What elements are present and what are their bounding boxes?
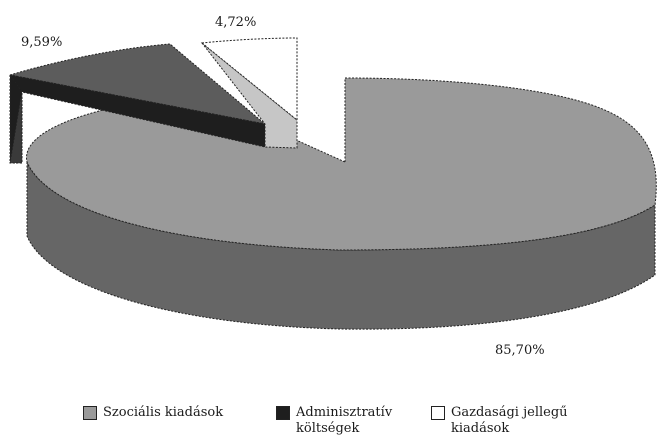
legend-item-gazdasagi: Gazdasági jellegű kiadások — [431, 405, 568, 437]
legend-swatch-adminisztrativ — [276, 406, 290, 420]
label-szocialis: 85,70% — [495, 343, 545, 358]
legend-swatch-gazdasagi — [431, 406, 445, 420]
slice-gazdasagi-side — [201, 42, 298, 149]
legend-label-szocialis: Szociális kiadások — [103, 405, 224, 420]
slice-adminisztrativ-top — [9, 43, 267, 125]
legend: Szociális kiadások Adminisztratív költség… — [0, 402, 657, 444]
label-adminisztrativ: 9,59% — [21, 35, 63, 50]
slice-szocialis-side — [26, 161, 656, 330]
label-gazdasagi: 4,72% — [215, 15, 257, 30]
legend-label-gazdasagi: Gazdasági jellegű kiadások — [451, 405, 568, 436]
slice-adminisztrativ-side-2 — [9, 89, 23, 164]
legend-item-adminisztrativ: Adminisztratív költségek — [276, 405, 392, 437]
legend-swatch-szocialis — [83, 406, 97, 420]
slice-gazdasagi-top — [200, 37, 298, 122]
slice-adminisztrativ-face — [8, 74, 266, 148]
legend-item-szocialis: Szociális kiadások — [83, 405, 223, 421]
legend-label-adminisztrativ: Adminisztratív költségek — [296, 405, 393, 436]
